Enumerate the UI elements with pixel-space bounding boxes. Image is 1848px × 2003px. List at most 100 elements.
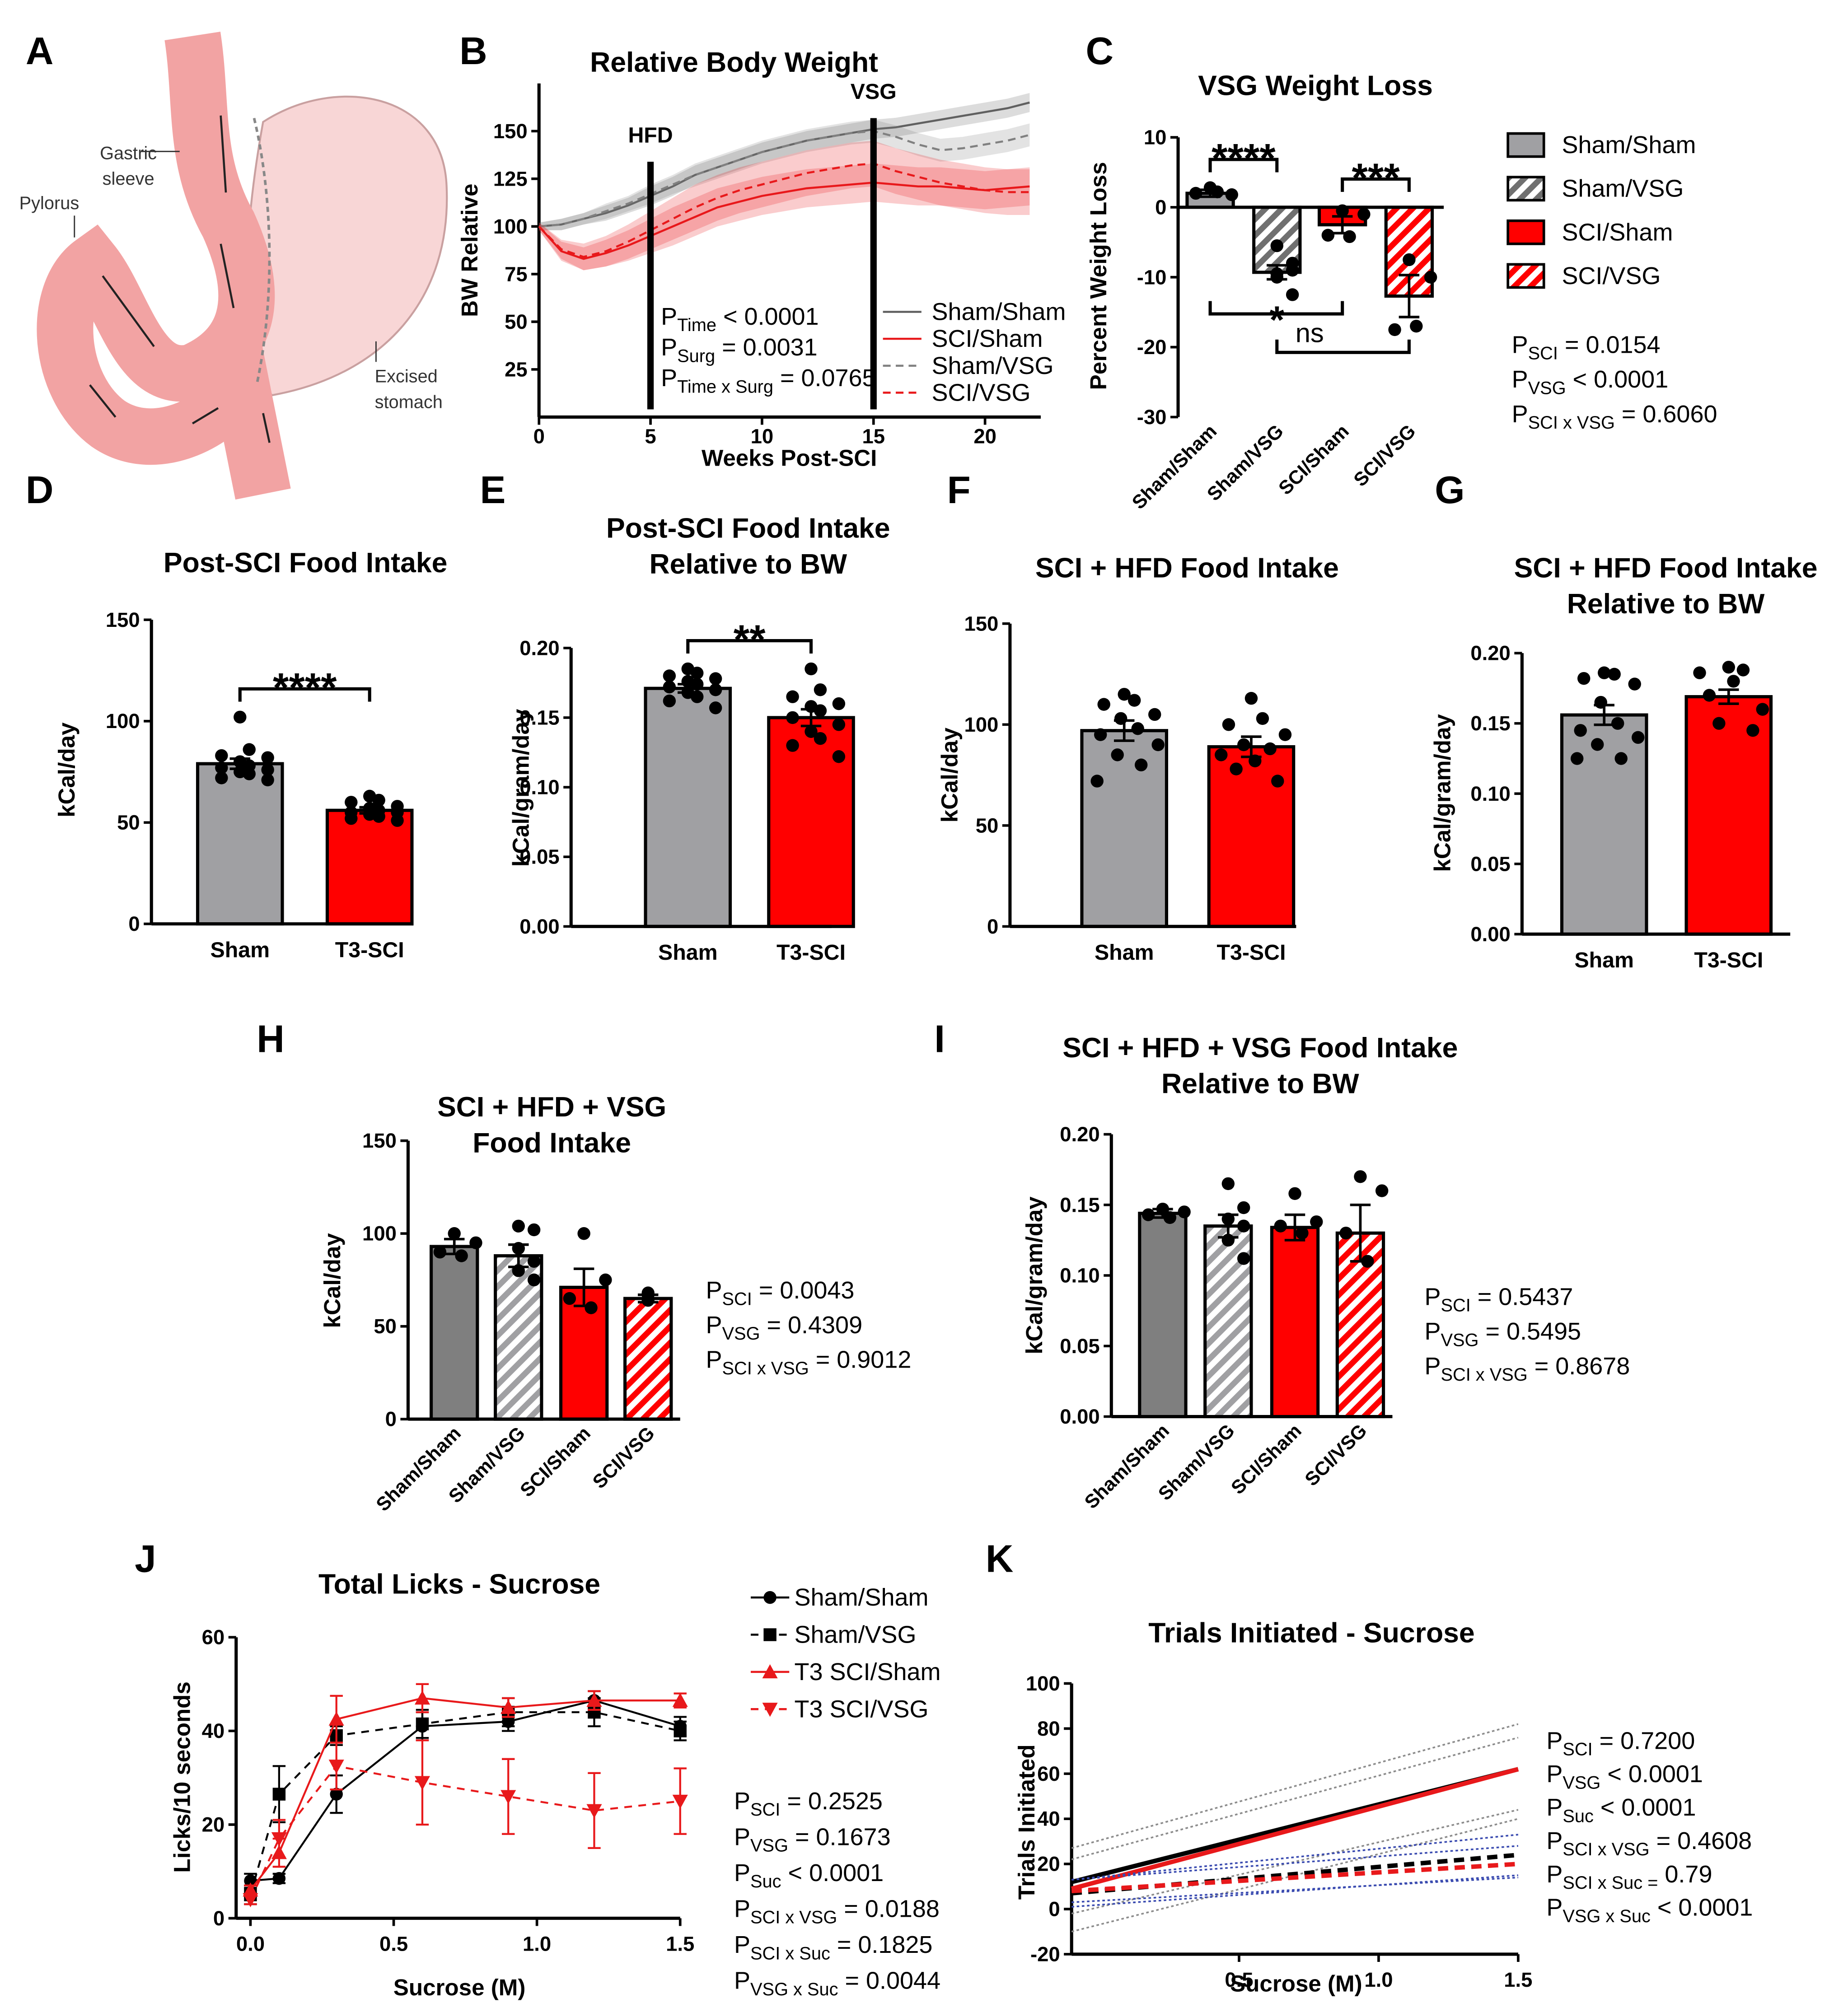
x-tick-label: SCI/VSG [1301,1420,1371,1490]
chart-title: Relative Body Weight [590,47,878,78]
p-value-text: = 0.5437 [1471,1283,1573,1310]
data-point [512,1219,525,1233]
p-value-symbol: P [734,1788,750,1815]
p-value-symbol: P [1424,1353,1441,1380]
y-tick-label: 50 [374,1315,397,1338]
x-tick-label: Sham [211,938,270,962]
x-axis-label: Weeks Post-SCI [702,445,877,471]
data-point [1424,271,1437,284]
marker [414,1690,430,1705]
p-value: PSCI = 0.2525 [734,1788,883,1820]
y-tick-label: 80 [1037,1717,1060,1740]
x-tick-label: 1.0 [1364,1968,1393,1991]
data-point [372,810,385,823]
data-point [469,1236,482,1249]
x-tick-label: SCI/Sham [516,1422,595,1501]
y-tick-label: 25 [505,358,528,381]
significance-label: ns [1296,318,1324,348]
data-point [1375,1184,1389,1197]
data-point [1237,738,1250,752]
y-tick-label: 0.05 [519,845,559,868]
x-tick-label: 0.0 [236,1933,265,1956]
data-point [1221,1177,1235,1191]
p-value-subscript: SCI x VSG [722,1359,809,1378]
p-value-subscript: VSG [1441,1330,1478,1350]
data-point [805,725,818,738]
y-axis-label: Trials Initiated [1014,1744,1039,1900]
data-point [1746,724,1759,737]
data-point [1403,253,1416,266]
chart-title: SCI + HFD + VSG Food Intake [1062,1032,1458,1064]
panel-letter: H [257,1018,285,1061]
data-point [261,773,274,787]
p-value: PSCI x VSG = 0.9012 [706,1346,912,1378]
data-point [1151,738,1165,752]
p-value-symbol: P [734,1859,750,1886]
data-point [1361,1255,1374,1268]
bar [1207,745,1296,928]
marker [762,1703,778,1717]
marker [330,1788,343,1801]
p-value: PSCI = 0.0154 [1512,331,1661,363]
data-point [1410,319,1423,333]
p-value-symbol: P [1546,1727,1563,1754]
p-value-subscript: Suc [750,1872,781,1891]
data-point [1097,698,1110,711]
data-point [1221,1212,1235,1226]
data-point [709,672,722,685]
data-point [1321,229,1335,242]
series-line [249,1697,680,1891]
data-point [1118,688,1131,701]
series-line [249,1711,681,1896]
data-point [215,771,228,784]
y-tick-label: 0 [128,912,140,935]
data-point [1388,323,1401,336]
y-tick-label: 0.00 [1060,1405,1099,1428]
y-tick-label: -10 [1137,266,1167,289]
p-value-subscript: SCI x Suc = [1563,1873,1658,1893]
p-value: PSCI = 0.5437 [1424,1283,1573,1315]
p-value: PVSG = 0.1673 [734,1823,891,1855]
p-value-symbol: P [661,364,677,392]
y-tick-label: 0.20 [1470,642,1510,665]
data-point [1632,731,1645,744]
panel-letter: A [26,30,54,73]
p-value-text: = 0.6060 [1615,401,1717,428]
p-value-symbol: P [734,1931,750,1958]
p-value-text: = 0.0188 [837,1896,940,1923]
staple-line [253,117,271,386]
y-tick-label: 0.00 [519,915,559,938]
y-axis-label: kCal/gram/day [508,709,533,867]
p-value: PSurg = 0.0031 [661,334,818,366]
panel-letter: I [934,1018,945,1061]
data-point [805,662,818,676]
data-point [512,1242,525,1255]
y-tick-label: -20 [1030,1942,1060,1966]
y-tick-label: 0.10 [1470,782,1510,805]
series-line [249,1765,680,1900]
p-value-subscript: VSG x Suc [750,1980,838,1999]
p-value-subscript: VSG x Suc [1563,1906,1650,1926]
data-point [1598,666,1611,679]
p-value-subscript: SCI [1441,1296,1470,1316]
x-tick-label: 1.0 [523,1933,551,1956]
data-point [1237,1219,1250,1233]
y-axis-label: kCal/day [319,1233,345,1328]
p-value: PSuc < 0.0001 [1546,1794,1696,1826]
significance-label: **** [273,665,337,711]
data-point [1148,708,1161,721]
data-point [1230,762,1243,775]
legend-swatch [1506,263,1545,289]
x-tick-label: 5 [645,425,656,448]
p-value: PVSG = 0.4309 [706,1312,863,1344]
p-value-symbol: P [734,1823,750,1850]
bar [1138,1211,1188,1419]
y-tick-label: 150 [106,608,140,631]
confidence-band [1071,1809,1519,1914]
significance-label: **** [1212,135,1276,181]
p-value-text: < 0.0001 [1566,366,1669,393]
p-value-subscript: SCI x VSG [1563,1840,1649,1859]
data-point [814,704,827,717]
legend-label: SCI/VSG [1562,262,1661,289]
